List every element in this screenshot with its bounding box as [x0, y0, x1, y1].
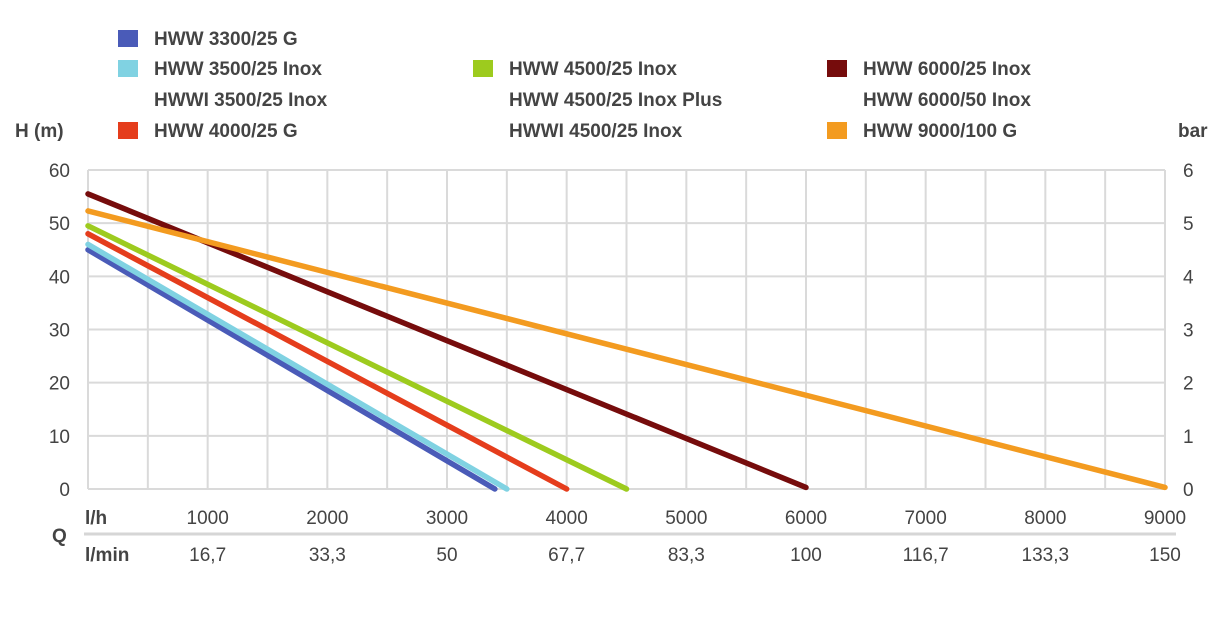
legend-label: HWW 4500/25 Inox	[509, 59, 677, 80]
legend-swatch	[118, 122, 138, 139]
x-tick-label-lh: 5000	[665, 508, 707, 529]
x-tick-label-lmin: 133,3	[1022, 545, 1070, 566]
series-group	[85, 191, 1168, 492]
x-tick-label-lh: 3000	[426, 508, 468, 529]
y-tick-label-left: 50	[49, 214, 70, 235]
y-tick-label-left: 40	[49, 267, 70, 288]
legend-label: HWW 9000/100 G	[863, 121, 1017, 142]
legend-label: HWWI 4500/25 Inox	[509, 121, 683, 142]
y-tick-label-right: 5	[1183, 214, 1194, 235]
y-tick-label-left: 20	[49, 374, 70, 395]
y-tick-label-left: 30	[49, 321, 70, 342]
series-line	[85, 223, 630, 492]
legend-swatch	[118, 60, 138, 77]
x-tick-label-lh: 9000	[1144, 508, 1186, 529]
y-tick-label-left: 10	[49, 427, 70, 448]
series-line	[85, 241, 510, 492]
legend-label: HWW 6000/25 Inox	[863, 59, 1031, 80]
legend: HWW 3300/25 G HWW 3500/25 Inox HWWI 3500/2…	[118, 29, 1031, 142]
legend-label: HWW 4500/25 Inox Plus	[509, 90, 722, 111]
legend-label: HWWI 3500/25 Inox	[154, 90, 328, 111]
y-tick-label-right: 2	[1183, 374, 1194, 395]
x-tick-label-lmin: 16,7	[189, 545, 226, 566]
y-tick-label-right: 0	[1183, 480, 1194, 501]
x-tick-label-lmin: 83,3	[668, 545, 705, 566]
legend-label: HWW 6000/50 Inox	[863, 90, 1031, 111]
x-tick-label-lmin: 67,7	[548, 545, 585, 566]
x-tick-label-lh: 2000	[306, 508, 348, 529]
legend-swatch	[473, 60, 493, 77]
legend-swatch	[827, 122, 847, 139]
x-tick-label-lmin: 50	[436, 545, 457, 566]
legend-label: HWW 4000/25 G	[154, 121, 298, 142]
series-line	[85, 208, 1168, 491]
x-tick-label-lh: 8000	[1024, 508, 1066, 529]
x-tick-label-lh: 1000	[187, 508, 229, 529]
legend-label: HWW 3500/25 Inox	[154, 59, 322, 80]
x-axis-label: Q	[52, 526, 67, 547]
x-tick-label-lh: 7000	[905, 508, 947, 529]
ticks: 0 10 20 30 40 50 60 0 1 2 3 4 5 6 1000 16,7 2000 33,3 3000…	[49, 161, 1194, 566]
x-tick-label-lh: 6000	[785, 508, 827, 529]
x-tick-label-lmin: 116,7	[903, 545, 949, 566]
y-tick-label-right: 1	[1183, 427, 1194, 448]
y-tick-label-right: 3	[1183, 321, 1194, 342]
y-tick-label-right: 4	[1183, 267, 1194, 288]
x-tick-label-lh: 4000	[546, 508, 588, 529]
legend-swatch	[827, 60, 847, 77]
y-axis-label-right: bar	[1178, 121, 1208, 142]
x-unit-lmin: l/min	[85, 545, 129, 566]
legend-swatch	[118, 30, 138, 47]
x-unit-lh: l/h	[85, 508, 107, 529]
y-tick-label-right: 6	[1183, 161, 1194, 182]
series-line	[85, 247, 498, 492]
x-tick-label-lmin: 33,3	[309, 545, 346, 566]
series-line	[85, 231, 570, 492]
y-tick-label-left: 0	[59, 480, 70, 501]
legend-label: HWW 3300/25 G	[154, 29, 298, 50]
x-tick-label-lmin: 100	[790, 545, 822, 566]
x-tick-label-lmin: 150	[1149, 545, 1181, 566]
y-tick-label-left: 60	[49, 161, 70, 182]
y-axis-label-left: H (m)	[15, 121, 64, 142]
grid	[87, 169, 1166, 490]
